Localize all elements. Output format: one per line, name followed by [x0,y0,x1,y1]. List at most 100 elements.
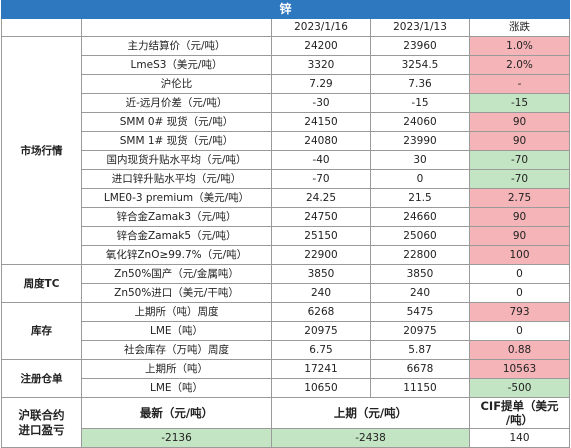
row-label: 社会库存（万吨）周度 [81,340,272,360]
row-label: LME（吨） [81,378,272,398]
row-value-date2: 23960 [370,36,470,56]
row-value-date2: 25060 [370,226,470,246]
import-value-row: -2136 -2438 140 [2,428,571,448]
table-row: 氧化锌ZnO≥99.7%（元/吨） 22900 22800 100 [2,245,571,265]
row-change: - [468,74,571,94]
row-value-date2: 21.5 [370,188,470,208]
row-label: 国内现货升贴水平均（元/吨） [81,150,272,170]
row-value-date1: 20975 [271,321,371,341]
table-row: SMM 1# 现货（元/吨） 24080 23990 90 [2,131,571,151]
row-label: Zn50%进口（美元/干吨） [81,283,272,303]
row-label: 主力结算价（元/吨） [81,36,272,56]
table-row: 锌合金Zamak3（元/吨） 24750 24660 90 [2,207,571,227]
row-change: -70 [468,150,571,170]
row-change: -15 [468,93,571,113]
table-row: 周度TC Zn50%国产（元/金属吨） 3850 3850 0 [1,264,571,303]
row-change: 793 [468,302,571,322]
row-value-date1: -40 [271,150,371,170]
row-value-date2: 5.87 [370,340,470,360]
header-blank-label [81,18,272,37]
import-header-latest: 最新（元/吨） [81,397,272,429]
table-row: LME（吨） 10650 11150 -500 [2,378,571,398]
row-value-date1: 6268 [271,302,371,322]
row-change: 90 [468,131,571,151]
sheet-title: 锌 [0,0,571,19]
table-row: 库存 上期所（吨）周度 6268 5475 793 [1,302,571,360]
row-label: Zn50%国产（元/金属吨） [81,264,272,284]
table-row: 锌合金Zamak5（元/吨） 25150 25060 90 [2,226,571,246]
row-label: LME0-3 premium（美元/吨） [81,188,272,208]
row-label: 近-远月价差（元/吨） [81,93,272,113]
row-label: SMM 1# 现货（元/吨） [81,131,272,151]
row-label: LmeS3（美元/吨） [81,55,272,75]
category-market: 市场行情 [1,36,82,265]
table-row: LME（吨） 20975 20975 0 [2,321,571,341]
row-value-date1: 17241 [271,359,371,379]
row-value-date2: 22800 [370,245,470,265]
table-row: LmeS3（美元/吨） 3320 3254.5 2.0% [2,55,571,75]
table-row: 进口锌升贴水平均（元/吨） -70 0 -70 [2,169,571,189]
row-value-date2: 7.36 [370,74,470,94]
row-value-date2: 6678 [370,359,470,379]
table-row: 近-远月价差（元/吨） -30 -15 -15 [2,93,571,113]
row-value-date1: 24.25 [271,188,371,208]
row-value-date1: 10650 [271,378,371,398]
header-change: 涨跌 [468,18,571,37]
row-value-date1: 24080 [271,131,371,151]
import-prev-value: -2438 [271,428,470,448]
row-label: 上期所（吨）周度 [81,302,272,322]
table-row: 注册仓单 上期所（吨） 17241 6678 10563 [1,359,571,398]
row-change: 90 [468,207,571,227]
row-value-date1: 240 [271,283,371,303]
row-label: 氧化锌ZnO≥99.7%（元/吨） [81,245,272,265]
row-value-date1: -30 [271,93,371,113]
category-warrants: 注册仓单 [1,359,82,398]
row-label: 沪伦比 [81,74,272,94]
table-row: 市场行情 主力结算价（元/吨） 24200 23960 1.0% [1,36,571,265]
row-change: 90 [468,112,571,132]
import-cif-value: 140 [468,428,571,448]
import-latest-value: -2136 [81,428,272,448]
table-row: Zn50%进口（美元/干吨） 240 240 0 [2,283,571,303]
row-value-date2: 24060 [370,112,470,132]
row-value-date2: 240 [370,283,470,303]
header-date1: 2023/1/16 [271,18,371,37]
row-change: 2.75 [468,188,571,208]
row-change: 0 [468,283,571,303]
row-value-date1: -70 [271,169,371,189]
row-change: 90 [468,226,571,246]
column-header-row: 2023/1/16 2023/1/13 涨跌 [1,18,571,37]
row-change: 0.88 [468,340,571,360]
row-change: 2.0% [468,55,571,75]
table-row: 社会库存（万吨）周度 6.75 5.87 0.88 [2,340,571,360]
row-change: -70 [468,169,571,189]
row-value-date1: 7.29 [271,74,371,94]
row-value-date1: 25150 [271,226,371,246]
import-header-cif: CIF提单（美元/吨） [468,397,571,429]
header-date2: 2023/1/13 [370,18,470,37]
table-row: 沪伦比 7.29 7.36- [2,74,571,94]
row-value-date2: 23990 [370,131,470,151]
table-row: LME0-3 premium（美元/吨） 24.25 21.5 2.75 [2,188,571,208]
row-value-date2: 20975 [370,321,470,341]
row-value-date2: -15 [370,93,470,113]
row-value-date2: 0 [370,169,470,189]
category-import: 沪联合约 进口盈亏 [1,397,82,448]
category-inventory: 库存 [1,302,82,360]
row-value-date1: 3850 [271,264,371,284]
row-value-date2: 5475 [370,302,470,322]
row-change: 0 [468,321,571,341]
row-value-date2: 24660 [370,207,470,227]
row-label: 上期所（吨） [81,359,272,379]
category-tc: 周度TC [1,264,82,303]
row-value-date2: 3850 [370,264,470,284]
row-value-date1: 24150 [271,112,371,132]
row-label: LME（吨） [81,321,272,341]
row-value-date1: 22900 [271,245,371,265]
row-change: 0 [468,264,571,284]
row-label: 锌合金Zamak5（元/吨） [81,226,272,246]
row-value-date2: 3254.5 [370,55,470,75]
row-change: 10563 [468,359,571,379]
table-row: 国内现货升贴水平均（元/吨） -40 30 -70 [2,150,571,170]
